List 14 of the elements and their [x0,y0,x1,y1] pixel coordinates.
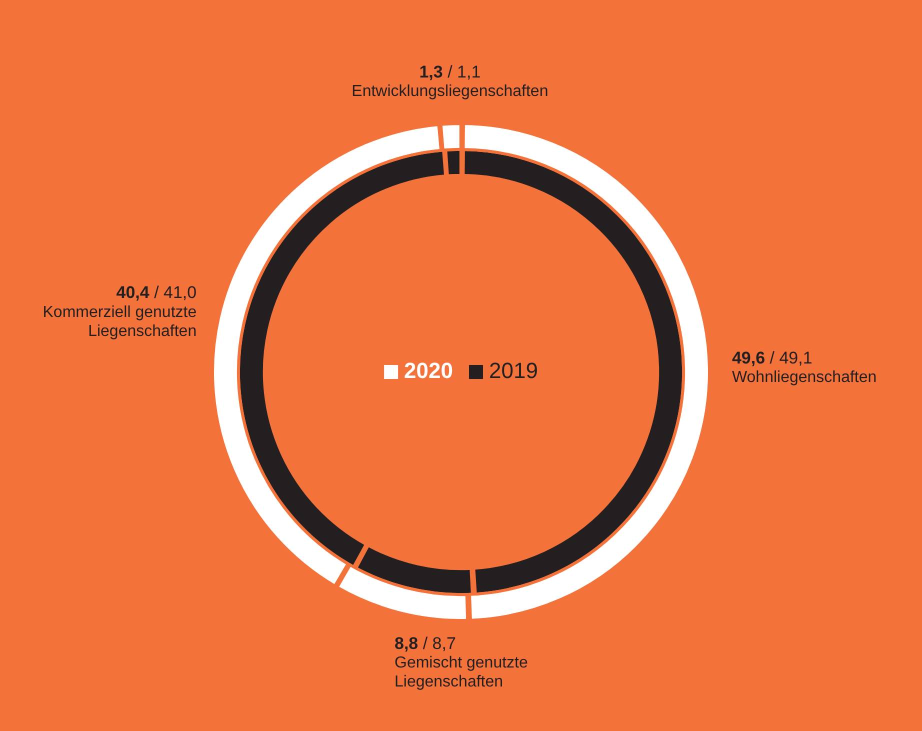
data-label: / 1,1 [448,62,481,82]
data-label: / 49,1 [770,348,812,368]
data-label: 1,3 [419,62,443,82]
slice-label: Wohnliegenschaften [732,369,877,386]
legend-label: 2019 [489,358,538,384]
data-label: 8,8 [394,634,418,653]
data-label: / 41,0 [154,283,197,302]
slice-label: Kommerziell genutzte Liegenschaften [42,304,197,340]
legend-label: 2020 [404,358,454,384]
data-label: 49,6 [732,348,766,368]
data-label: / 8,7 [422,634,456,653]
slice-label: Entwicklungsliegenschaften [352,83,548,100]
slice-label: Gemischt genutzte Liegenschaften [394,654,528,691]
data-label: 40,4 [116,283,150,302]
